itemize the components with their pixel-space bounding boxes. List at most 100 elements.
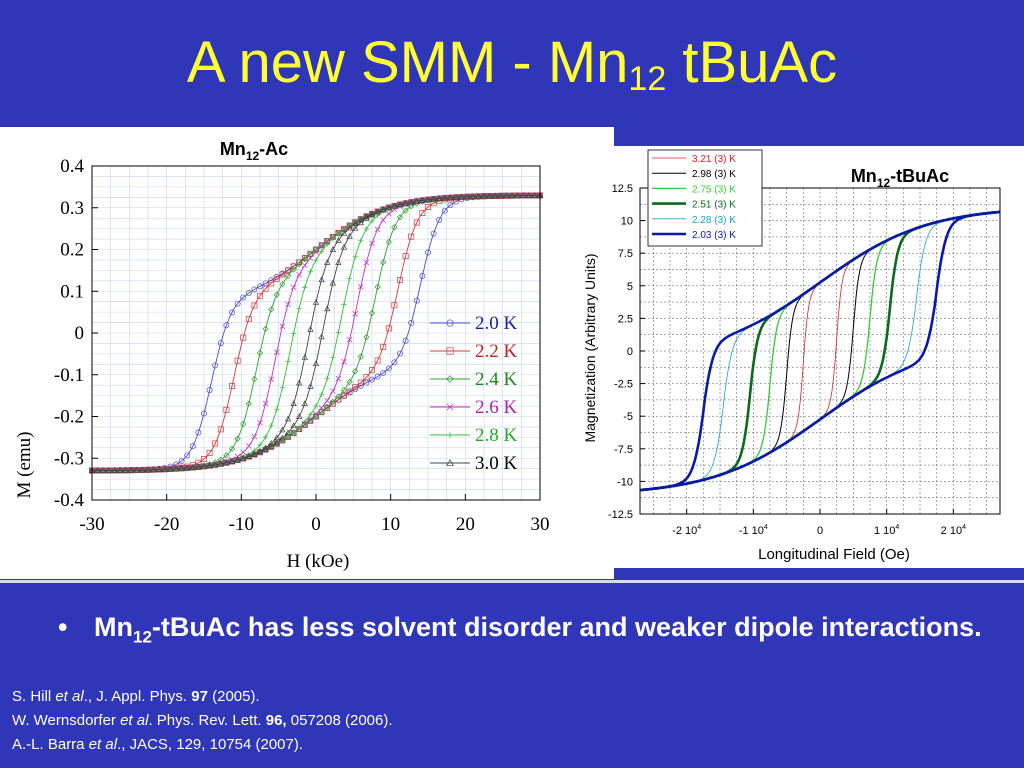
marker (296, 305, 302, 311)
marker (234, 435, 241, 442)
divider (0, 580, 1024, 583)
x-tick-label: -1 104 (739, 524, 768, 537)
marker (217, 460, 224, 467)
marker (446, 431, 454, 439)
marker (391, 302, 398, 309)
marker (341, 302, 347, 308)
marker (369, 367, 375, 374)
marker (228, 458, 236, 464)
marker (251, 286, 258, 293)
marker (452, 193, 460, 200)
marker (352, 254, 358, 260)
y-tick-label: -2.5 (614, 379, 633, 391)
marker (363, 213, 370, 220)
marker (273, 275, 280, 282)
marker (307, 269, 313, 275)
y-tick-label: 0.3 (60, 198, 84, 219)
y-tick-label: -7.5 (614, 444, 633, 456)
marker (419, 197, 426, 203)
marker (413, 297, 420, 304)
legend-label: 2.8 K (475, 425, 518, 446)
y-tick-label: -12.5 (608, 509, 633, 521)
marker (268, 376, 275, 383)
marker (385, 365, 392, 372)
marker (206, 462, 213, 469)
marker (150, 466, 157, 473)
marker (357, 353, 364, 360)
marker (486, 192, 493, 199)
marker (279, 384, 285, 391)
marker (240, 294, 247, 301)
marker (301, 400, 308, 407)
y-tick-label: -0.1 (54, 365, 84, 386)
marker (279, 323, 286, 330)
marker (268, 422, 274, 429)
marker (251, 302, 258, 309)
marker (262, 444, 269, 451)
marker (385, 238, 392, 246)
marker (324, 404, 331, 411)
marker (330, 355, 336, 361)
marker (363, 226, 369, 232)
chart-right-title: Mn12-tBuAc (851, 166, 949, 190)
x-tick-label: -20 (154, 514, 179, 535)
legend-label: 2.03 (3) K (692, 230, 736, 241)
marker (324, 375, 330, 382)
marker (301, 421, 308, 428)
marker (273, 349, 280, 356)
marker (508, 192, 516, 199)
marker (391, 224, 398, 231)
marker (446, 347, 454, 355)
marker (335, 236, 342, 243)
x-tick-label: -10 (229, 514, 254, 535)
marker (324, 258, 331, 265)
marker (324, 305, 331, 312)
marker (346, 336, 353, 343)
chart-right-ylabel: Magnetization (Arbitrary Units) (582, 253, 598, 442)
marker (446, 375, 454, 383)
marker (464, 193, 471, 200)
bullet-point: • Mn12-tBuAc has less solvent disorder a… (58, 608, 1018, 656)
marker (284, 429, 292, 436)
x-tick-label: 1 104 (874, 524, 899, 537)
marker (446, 459, 454, 466)
marker (240, 420, 247, 428)
marker (335, 329, 341, 335)
marker (94, 467, 101, 473)
marker (245, 290, 252, 297)
chart-right-legend: 3.21 (3) K 2.98 (3) K 2.75 (3) K 2.51 (3) K… (647, 149, 763, 247)
marker (122, 466, 129, 473)
marker (273, 434, 280, 441)
marker (402, 207, 409, 214)
marker (352, 225, 359, 231)
marker (324, 238, 331, 245)
marker (408, 320, 415, 326)
chart-left-series (88, 192, 544, 474)
chart-right-xlabel: Longitudinal Field (Oe) (758, 546, 910, 563)
series-2-03-3-k (639, 210, 1001, 492)
marker (369, 240, 375, 247)
chart-right-frame (639, 187, 1001, 515)
marker (128, 466, 135, 473)
marker (413, 219, 420, 226)
marker (475, 193, 482, 199)
legend-label: 2.51 (3) K (692, 200, 736, 211)
marker (330, 236, 336, 242)
marker (352, 384, 359, 391)
marker (245, 443, 252, 449)
marker (402, 253, 409, 260)
marker (245, 316, 252, 323)
marker (413, 197, 420, 204)
marker (335, 231, 341, 237)
y-tick-label: 0 (627, 346, 633, 358)
y-tick-label: -0.4 (54, 490, 85, 511)
marker (301, 421, 308, 428)
marker (296, 271, 303, 278)
marker (369, 218, 375, 224)
marker (201, 410, 207, 417)
marker (319, 248, 325, 254)
marker (318, 243, 325, 250)
reference-2: W. Wernsdorfer et al. Phys. Rev. Lett. 9… (12, 712, 393, 729)
series-line (639, 210, 1001, 492)
marker (430, 230, 437, 237)
